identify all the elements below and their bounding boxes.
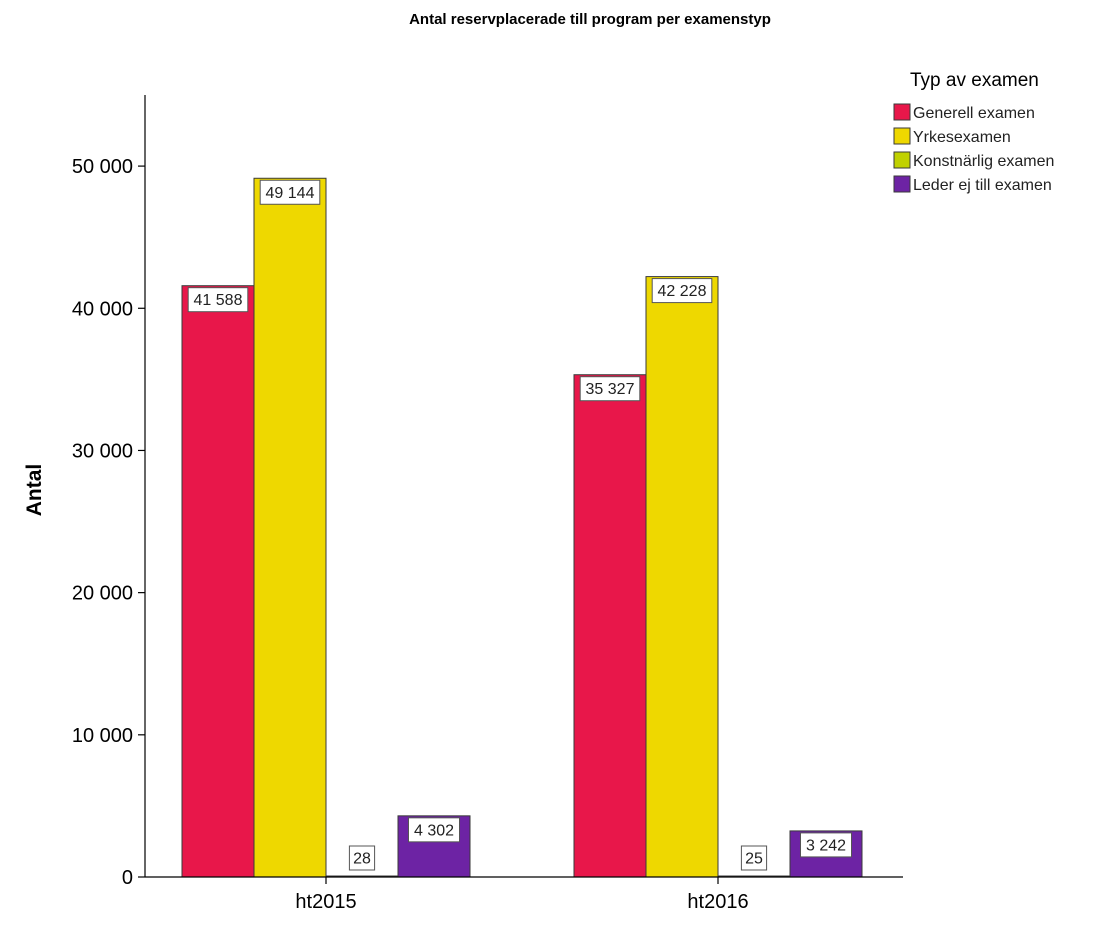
data-label-leder-ej-till-examen-ht2015: 4 302 [408,817,460,843]
legend-item-leder-ej-till-examen: Leder ej till examen [893,175,1052,194]
x-tick-label-ht2016: ht2016 [687,891,748,913]
svg-text:41 588: 41 588 [194,292,243,309]
bars-layer [181,177,863,878]
legend: Typ av examen Generell examen Yrkesexamen… [893,70,1054,194]
data-labels: 41 588 49 144 28 4 302 35 327 42 228 25 3 242 [187,179,852,871]
data-label-konstn-rlig-examen-ht2016: 25 [740,845,768,871]
legend-label: Leder ej till examen [913,177,1052,194]
svg-text:28: 28 [353,851,371,868]
legend-item-konstn-rlig-examen: Konstnärlig examen [893,151,1054,170]
legend-swatch [893,103,911,121]
legend-swatch [893,151,911,169]
legend-label: Generell examen [913,105,1035,122]
x-tick-label-ht2015: ht2015 [295,891,356,913]
svg-text:4 302: 4 302 [414,822,454,839]
svg-text:3 242: 3 242 [806,837,846,854]
y-axis-title: Antal [23,464,46,517]
y-tick-label: 20 000 [72,583,133,605]
data-label-konstn-rlig-examen-ht2015: 28 [348,845,376,871]
legend-label: Konstnärlig examen [913,153,1054,170]
data-label-generell-examen-ht2016: 35 327 [579,376,641,402]
y-tick-label: 50 000 [72,156,133,178]
svg-text:49 144: 49 144 [266,185,315,202]
data-label-leder-ej-till-examen-ht2016: 3 242 [800,832,852,858]
y-tick-label: 0 [122,867,133,889]
data-label-yrkesexamen-ht2015: 49 144 [259,179,321,205]
bar-generell-examen-ht2016 [573,374,647,878]
data-label-generell-examen-ht2015: 41 588 [187,287,249,313]
y-tick-label: 10 000 [72,725,133,747]
bar-yrkesexamen-ht2015 [253,177,327,878]
chart-title: Antal reservplacerade till program per e… [409,11,771,28]
svg-text:42 228: 42 228 [658,283,707,300]
legend-label: Yrkesexamen [913,129,1011,146]
axes: 0 10 000 20 000 30 000 40 000 50 000 ht2015 ht2… [72,95,903,913]
data-label-yrkesexamen-ht2016: 42 228 [651,278,713,304]
legend-swatch [893,175,911,193]
y-tick-label: 30 000 [72,440,133,462]
legend-swatch [893,127,911,145]
legend-item-generell-examen: Generell examen [893,103,1035,122]
svg-text:35 327: 35 327 [586,381,635,398]
legend-title: Typ av examen [910,70,1039,91]
legend-item-yrkesexamen: Yrkesexamen [893,127,1011,146]
bar-yrkesexamen-ht2016 [645,276,719,878]
y-tick-label: 40 000 [72,298,133,320]
bar-generell-examen-ht2015 [181,285,255,878]
svg-text:25: 25 [745,851,763,868]
